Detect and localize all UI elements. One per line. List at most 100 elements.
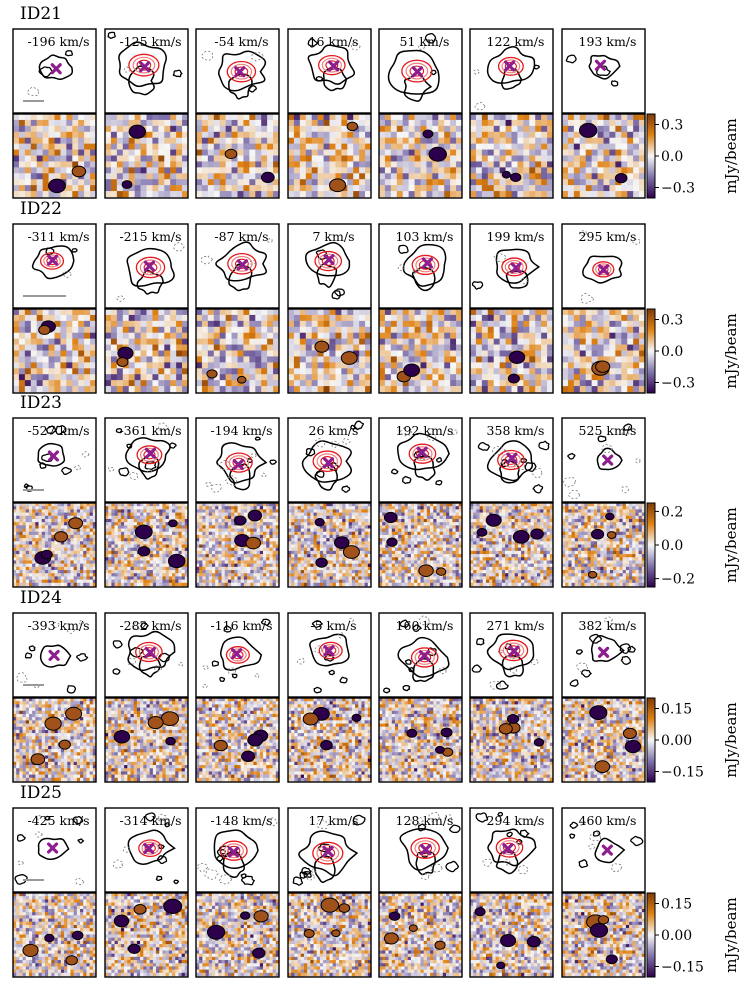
residual-pixel	[488, 161, 494, 167]
residual-pixel	[359, 144, 365, 150]
residual-pixel	[121, 513, 124, 516]
residual-pixel	[421, 138, 427, 144]
residual-pixel	[353, 179, 359, 185]
residual-pixel	[31, 191, 37, 197]
residual-pixel	[32, 506, 35, 509]
residual-pixel	[19, 551, 22, 554]
residual-pixel	[260, 529, 263, 532]
residual-pixel	[13, 185, 19, 191]
residual-pixel	[438, 356, 444, 362]
residual-pixel	[162, 576, 165, 579]
residual-pixel	[273, 506, 276, 509]
residual-pixel	[243, 386, 249, 392]
residual-pixel	[117, 374, 123, 380]
residual-pixel	[438, 386, 444, 392]
residual-pixel	[51, 583, 54, 586]
residual-pixel	[74, 538, 77, 541]
residual-pixel	[51, 532, 54, 535]
residual-pixel	[43, 191, 49, 197]
residual-pixel	[16, 580, 19, 583]
residual-pixel	[137, 541, 140, 544]
residual-pixel	[170, 132, 176, 138]
residual-pixel	[51, 522, 54, 525]
residual-pixel	[421, 156, 427, 162]
residual-pixel	[29, 532, 32, 535]
residual-pixel	[23, 554, 26, 557]
residual-pixel	[147, 580, 150, 583]
residual-pixel	[90, 538, 93, 541]
channel-map-figure: ID21-196 km/s -125 km/s -54 km/s 16 km/s 51 …	[0, 0, 748, 988]
residual-pixel	[111, 126, 117, 132]
residual-pixel	[74, 551, 77, 554]
residual-pixel	[222, 560, 225, 563]
residual-pixel	[66, 161, 72, 167]
residual-pixel	[49, 374, 55, 380]
residual-pixel	[135, 345, 141, 351]
residual-pixel	[470, 173, 476, 179]
residual-pixel	[214, 191, 220, 197]
residual-pixel	[60, 339, 66, 345]
residual-pixel	[172, 583, 175, 586]
residual-pixel	[37, 132, 43, 138]
residual-pixel	[438, 173, 444, 179]
residual-pixel	[55, 156, 61, 162]
residual-pixel	[170, 179, 176, 185]
residual-pixel	[67, 548, 70, 551]
residual-pixel	[176, 356, 182, 362]
residual-pixel	[199, 532, 202, 535]
residual-pixel	[238, 560, 241, 563]
residual-pixel	[450, 191, 456, 197]
residual-map	[288, 309, 371, 392]
residual-pixel	[359, 386, 365, 392]
residual-pixel	[347, 156, 353, 162]
residual-pixel	[143, 580, 146, 583]
residual-pixel	[214, 356, 220, 362]
residual-pixel	[60, 321, 66, 327]
residual-pixel	[330, 327, 336, 333]
residual-pixel	[604, 167, 610, 173]
residual-pixel	[72, 315, 78, 321]
residual-pixel	[312, 126, 318, 132]
residual-pixel	[141, 321, 147, 327]
residual-pixel	[48, 509, 51, 512]
residual-pixel	[421, 321, 427, 327]
residual-pixel	[178, 576, 181, 579]
residual-pixel	[318, 191, 324, 197]
residual-pixel	[500, 161, 506, 167]
residual-pixel	[562, 114, 568, 120]
residual-pixel	[159, 525, 162, 528]
residual-pixel	[117, 126, 123, 132]
residual-pixel	[31, 144, 37, 150]
residual-pixel	[170, 362, 176, 368]
residual-pixel	[25, 315, 31, 321]
residual-pixel	[269, 557, 272, 560]
residual-pixel	[426, 368, 432, 374]
residual-pixel	[199, 570, 202, 573]
residual-pixel	[273, 509, 276, 512]
residual-pixel	[13, 126, 19, 132]
residual-pixel	[444, 114, 450, 120]
residual-pixel	[49, 339, 55, 345]
residual-pixel	[124, 570, 127, 573]
residual-pixel	[598, 156, 604, 162]
residual-pixel	[31, 161, 37, 167]
residual-pixel	[438, 185, 444, 191]
residual-pixel	[397, 156, 403, 162]
residual-pixel	[244, 529, 247, 532]
residual-pixel	[306, 386, 312, 392]
residual-pixel	[215, 506, 218, 509]
residual-pixel	[182, 506, 185, 509]
residual-pixel	[43, 144, 49, 150]
residual-pixel	[238, 132, 244, 138]
residual-pixel	[158, 126, 164, 132]
residual-map	[379, 114, 462, 197]
residual-pixel	[72, 191, 78, 197]
residual-pixel	[535, 380, 541, 386]
residual-pixel	[604, 191, 610, 197]
residual-pixel	[206, 519, 209, 522]
residual-peak	[423, 130, 433, 138]
residual-pixel	[108, 573, 111, 576]
residual-pixel	[32, 573, 35, 576]
residual-pixel	[450, 173, 456, 179]
residual-pixel	[111, 583, 114, 586]
